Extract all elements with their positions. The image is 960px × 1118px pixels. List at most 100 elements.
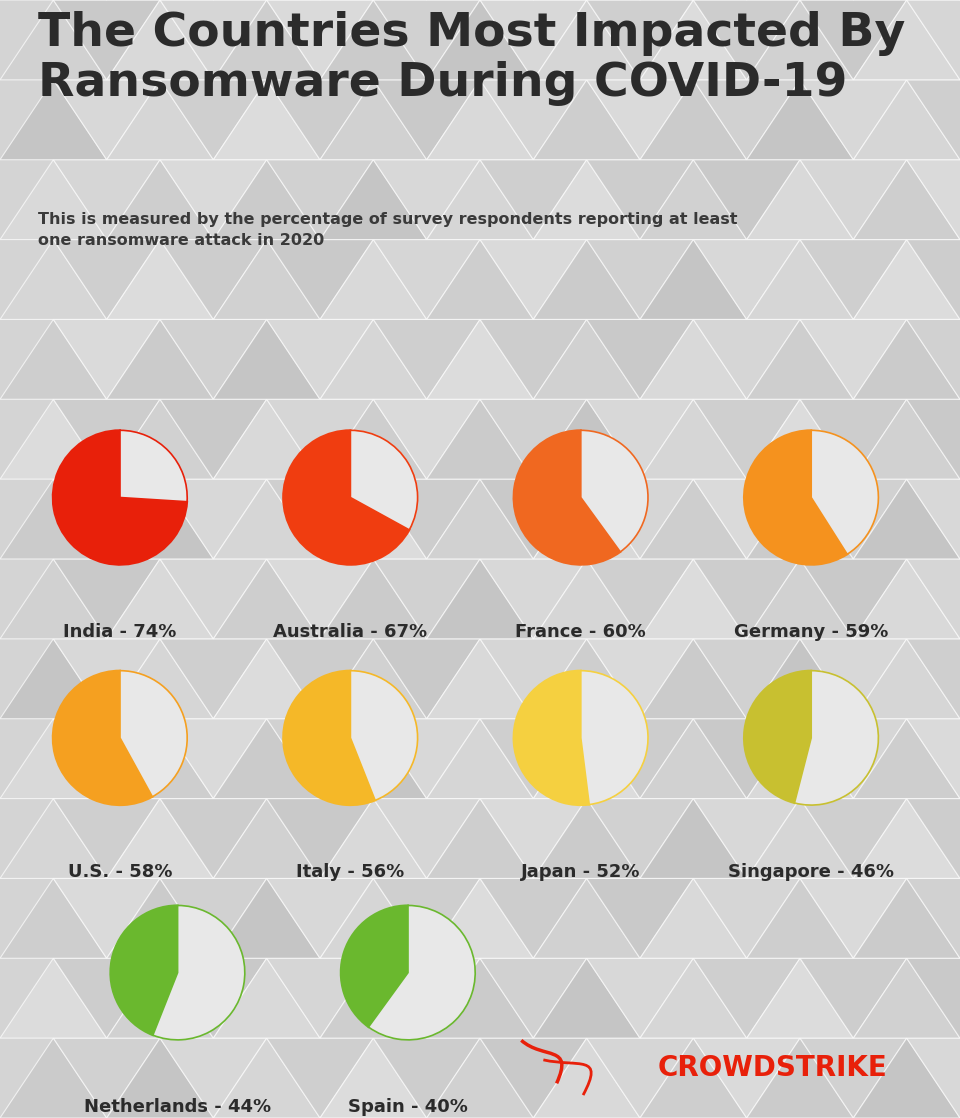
- Polygon shape: [587, 320, 693, 399]
- Polygon shape: [747, 0, 853, 79]
- Text: India - 74%: India - 74%: [63, 623, 177, 641]
- Polygon shape: [160, 719, 267, 798]
- Polygon shape: [320, 1039, 426, 1118]
- Polygon shape: [107, 79, 213, 160]
- Wedge shape: [744, 671, 811, 803]
- Polygon shape: [587, 1039, 693, 1118]
- Polygon shape: [160, 79, 267, 160]
- Polygon shape: [213, 879, 320, 958]
- Polygon shape: [373, 638, 480, 719]
- Polygon shape: [0, 160, 107, 239]
- Polygon shape: [906, 239, 960, 320]
- Polygon shape: [373, 480, 480, 559]
- Polygon shape: [213, 719, 320, 798]
- Polygon shape: [534, 480, 640, 559]
- Polygon shape: [587, 798, 693, 879]
- Polygon shape: [160, 638, 267, 719]
- Polygon shape: [640, 0, 747, 79]
- Polygon shape: [320, 79, 426, 160]
- Wedge shape: [283, 430, 409, 565]
- Polygon shape: [213, 160, 320, 239]
- Polygon shape: [747, 559, 853, 638]
- Polygon shape: [267, 879, 373, 958]
- Polygon shape: [747, 638, 853, 719]
- Polygon shape: [160, 879, 267, 958]
- Polygon shape: [426, 480, 534, 559]
- Polygon shape: [267, 958, 373, 1039]
- Polygon shape: [480, 79, 587, 160]
- Polygon shape: [747, 399, 853, 480]
- Polygon shape: [373, 1039, 480, 1118]
- Polygon shape: [54, 320, 160, 399]
- Polygon shape: [534, 79, 640, 160]
- Polygon shape: [107, 0, 213, 79]
- Polygon shape: [426, 160, 534, 239]
- Polygon shape: [54, 239, 160, 320]
- Polygon shape: [906, 399, 960, 480]
- Polygon shape: [800, 480, 906, 559]
- Polygon shape: [213, 239, 320, 320]
- Polygon shape: [853, 239, 960, 320]
- Polygon shape: [426, 1039, 534, 1118]
- Polygon shape: [267, 798, 373, 879]
- Polygon shape: [800, 798, 906, 879]
- Polygon shape: [54, 798, 160, 879]
- Text: CROWDSTRIKE: CROWDSTRIKE: [659, 1053, 888, 1082]
- Polygon shape: [320, 239, 426, 320]
- Polygon shape: [54, 0, 160, 79]
- Polygon shape: [426, 559, 534, 638]
- Polygon shape: [0, 638, 107, 719]
- Polygon shape: [0, 559, 107, 638]
- Polygon shape: [587, 879, 693, 958]
- Polygon shape: [640, 480, 747, 559]
- Polygon shape: [107, 958, 213, 1039]
- Polygon shape: [213, 1039, 320, 1118]
- Polygon shape: [213, 798, 320, 879]
- Polygon shape: [747, 1039, 853, 1118]
- Polygon shape: [213, 638, 320, 719]
- Wedge shape: [53, 430, 187, 565]
- Text: Netherlands - 44%: Netherlands - 44%: [84, 1098, 271, 1116]
- Text: France - 60%: France - 60%: [516, 623, 646, 641]
- Polygon shape: [426, 638, 534, 719]
- Polygon shape: [906, 79, 960, 160]
- Polygon shape: [640, 160, 747, 239]
- Polygon shape: [906, 1039, 960, 1118]
- Polygon shape: [54, 719, 160, 798]
- Polygon shape: [107, 320, 213, 399]
- Polygon shape: [54, 879, 160, 958]
- Polygon shape: [640, 1039, 747, 1118]
- Polygon shape: [800, 879, 906, 958]
- Wedge shape: [350, 671, 418, 800]
- Polygon shape: [54, 638, 160, 719]
- Polygon shape: [480, 399, 587, 480]
- Polygon shape: [640, 638, 747, 719]
- Polygon shape: [853, 879, 960, 958]
- Wedge shape: [153, 906, 245, 1040]
- Text: U.S. - 58%: U.S. - 58%: [68, 863, 172, 881]
- Polygon shape: [320, 958, 426, 1039]
- Polygon shape: [853, 0, 960, 79]
- Polygon shape: [267, 719, 373, 798]
- Polygon shape: [906, 559, 960, 638]
- Wedge shape: [514, 430, 620, 565]
- Polygon shape: [267, 160, 373, 239]
- Polygon shape: [160, 798, 267, 879]
- Polygon shape: [747, 480, 853, 559]
- Polygon shape: [480, 958, 587, 1039]
- Polygon shape: [640, 559, 747, 638]
- Polygon shape: [693, 399, 800, 480]
- Polygon shape: [320, 0, 426, 79]
- Polygon shape: [107, 879, 213, 958]
- Polygon shape: [0, 798, 107, 879]
- Polygon shape: [800, 160, 906, 239]
- Polygon shape: [534, 1039, 640, 1118]
- Polygon shape: [534, 638, 640, 719]
- Polygon shape: [534, 879, 640, 958]
- Polygon shape: [853, 320, 960, 399]
- Polygon shape: [853, 79, 960, 160]
- Polygon shape: [54, 399, 160, 480]
- Wedge shape: [120, 671, 187, 797]
- Polygon shape: [693, 239, 800, 320]
- Polygon shape: [534, 399, 640, 480]
